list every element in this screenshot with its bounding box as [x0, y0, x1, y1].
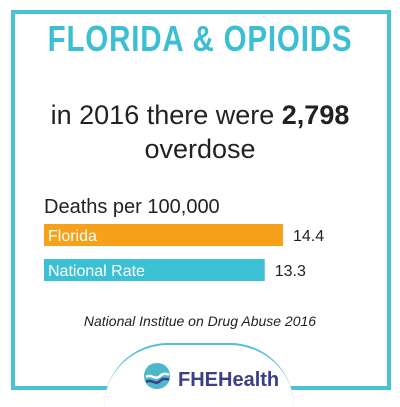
overdose-count: 2,798: [281, 100, 350, 130]
headline: in 2016 there were 2,798 overdose: [0, 98, 400, 166]
logo-icon: [144, 363, 170, 389]
logo: FHEHealth: [104, 343, 294, 407]
chart-label: Deaths per 100,000: [44, 196, 220, 218]
source-citation: National Institue on Drug Abuse 2016: [83, 313, 317, 329]
value-label: 14.4: [293, 228, 324, 245]
page-title: FLORIDA & OPIOIDS: [47, 18, 353, 59]
headline-prefix: in 2016 there were: [50, 100, 282, 130]
infographic-frame: [11, 10, 391, 390]
logo-text: FHEHealth: [178, 369, 280, 391]
value-label: 13.3: [275, 263, 306, 280]
category-label: National Rate: [48, 263, 145, 280]
bar-national-rate: [44, 259, 265, 281]
bar-florida: [44, 224, 283, 246]
headline-suffix: overdose: [144, 134, 256, 164]
category-label: Florida: [48, 228, 97, 245]
